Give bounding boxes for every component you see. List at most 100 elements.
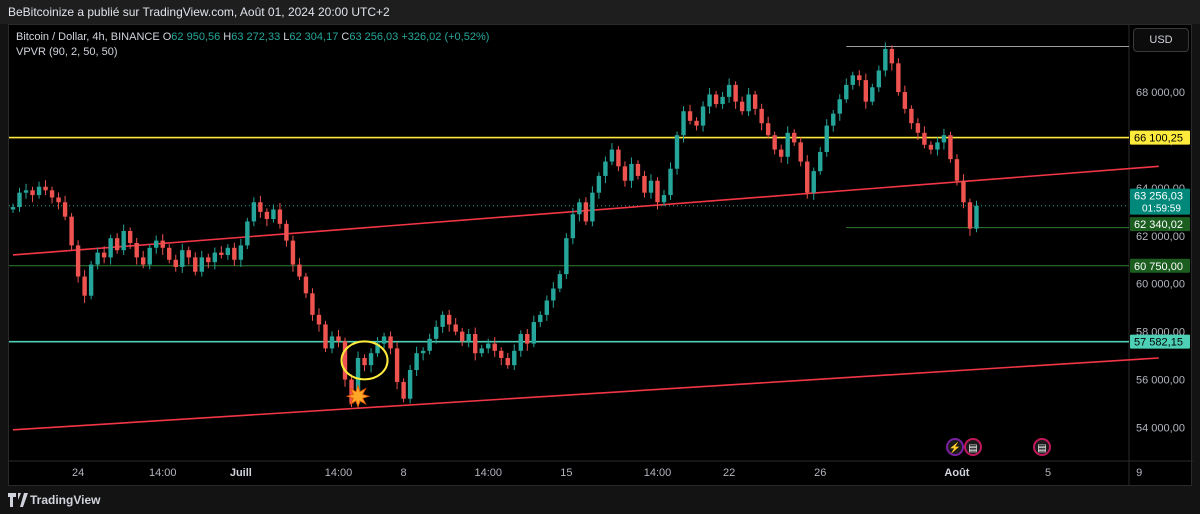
candle-body <box>746 94 751 112</box>
currency-button[interactable]: USD <box>1133 28 1189 52</box>
symbol-title[interactable]: Bitcoin / Dollar, 4h, BINANCE <box>16 31 160 43</box>
candle-body <box>95 252 100 265</box>
candle-body <box>368 353 374 366</box>
close-label: C <box>341 31 350 43</box>
candle-body <box>394 348 400 382</box>
candle-body <box>596 175 602 193</box>
candle-body <box>199 257 204 272</box>
candle-body <box>186 250 191 258</box>
candle-body <box>974 205 979 229</box>
publisher-text: BeBitcoinize a publié sur TradingView.co… <box>8 5 390 19</box>
candle-body <box>870 87 875 102</box>
candle-body <box>219 252 224 255</box>
candle-body <box>694 120 699 126</box>
candle-body <box>30 190 35 196</box>
candle-body <box>525 334 530 344</box>
candle-body <box>167 247 172 260</box>
candle-body <box>49 190 55 198</box>
candle-body <box>310 293 315 315</box>
candle-body <box>381 336 387 344</box>
highlight-ellipse[interactable] <box>340 340 389 381</box>
candle-body <box>948 135 953 160</box>
legend-row-indicator: VPVR (90, 2, 50, 50) <box>16 45 489 60</box>
us-flag-event-icon[interactable] <box>1033 438 1051 456</box>
candle-body <box>290 240 296 265</box>
candle-body <box>127 231 133 243</box>
us-flag-event-icon-glyph: ▤ <box>968 443 977 454</box>
candle-body <box>883 48 888 71</box>
candle-body <box>36 186 42 196</box>
candle-body <box>707 94 712 107</box>
trendline[interactable] <box>12 357 1159 431</box>
candle-body <box>792 132 797 143</box>
candle-body <box>544 300 550 315</box>
candle-body <box>10 207 16 210</box>
candle-body <box>297 264 302 277</box>
candle-body <box>772 135 777 150</box>
price-tick-label: 62 000,00 <box>1136 231 1185 243</box>
candle-body <box>778 149 784 157</box>
candle-body <box>909 108 914 124</box>
candle-body <box>492 343 497 351</box>
candle-body <box>785 132 790 157</box>
candle-body <box>375 343 380 354</box>
candle-body <box>655 180 660 203</box>
time-tick-label: 14:00 <box>325 467 353 479</box>
candle-body <box>935 142 940 150</box>
us-flag-event-icon-glyph: ▤ <box>1037 443 1046 454</box>
candle-body <box>499 350 504 358</box>
candle-body <box>687 111 693 121</box>
high-value: 63 272,33 <box>231 31 281 43</box>
candle-body <box>479 348 484 354</box>
candle-body <box>141 257 146 265</box>
starburst-icon[interactable] <box>345 383 371 409</box>
candle-body <box>245 221 250 246</box>
candle-body <box>831 113 836 126</box>
candle-body <box>88 264 94 296</box>
candle-body <box>212 252 218 263</box>
candle-body <box>459 331 465 342</box>
footer-brand[interactable]: TradingView <box>30 493 101 507</box>
candle-body <box>362 357 367 366</box>
candle-body <box>941 135 947 143</box>
candle-body <box>837 99 842 114</box>
price-tick-label: 54 000,00 <box>1136 422 1185 434</box>
level-price-label-bg <box>1130 258 1190 273</box>
candle-body <box>303 276 309 294</box>
candle-body <box>43 186 48 191</box>
low-value: 62 304,17 <box>289 31 339 43</box>
candle-body <box>739 101 745 112</box>
tradingview-logo-icon[interactable] <box>8 493 28 507</box>
indicator-label[interactable]: VPVR (90, 2, 50, 50) <box>16 46 118 58</box>
candle-body <box>251 202 257 222</box>
candle-body <box>466 334 471 342</box>
candle-body <box>23 190 29 193</box>
candle-body <box>798 142 803 162</box>
candle-body <box>661 195 667 203</box>
high-label: H <box>223 31 232 43</box>
candle-body <box>577 202 582 215</box>
candle-body <box>453 324 458 332</box>
chart-frame[interactable]: ⚡ ▤ ▤ 54 000,00 56 000,00 58 000,00 60 000,00 6… <box>8 24 1193 487</box>
candle-body <box>557 274 563 289</box>
price-tick-label: 68 000,00 <box>1136 87 1185 99</box>
time-tick-label: 14:00 <box>474 467 502 479</box>
change-value: +326,02 (+0,52%) <box>401 31 490 43</box>
candle-body <box>603 161 608 176</box>
us-flag-event-icon[interactable] <box>964 438 982 456</box>
candle-body <box>271 209 276 220</box>
candle-body <box>733 84 738 102</box>
candle-body <box>818 151 823 172</box>
candle-body <box>114 238 120 251</box>
legend-row-price: Bitcoin / Dollar, 4h, BINANCE O62 950,56… <box>16 30 489 45</box>
candle-body <box>863 80 869 102</box>
candle-body <box>857 75 862 81</box>
footer-bar: TradingView <box>0 486 1200 514</box>
candle-body <box>505 357 510 366</box>
lightning-event-icon[interactable] <box>946 438 964 456</box>
symbol-legend: Bitcoin / Dollar, 4h, BINANCE O62 950,56… <box>16 30 489 60</box>
candle-body <box>538 314 543 323</box>
candle-body <box>713 94 719 105</box>
candle-body <box>407 369 413 399</box>
